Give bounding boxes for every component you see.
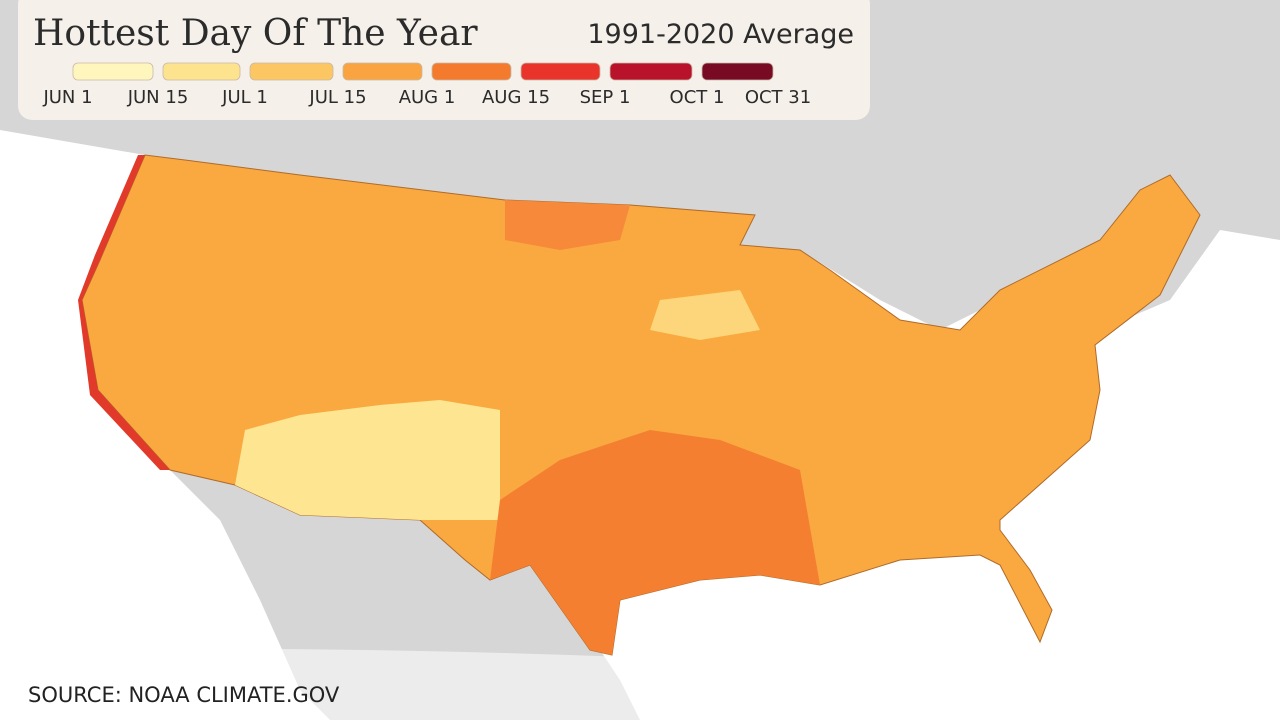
legend-swatch: [609, 62, 693, 81]
north-dakota-late: [505, 200, 630, 250]
legend-panel: [18, 0, 870, 120]
subtitle: 1991-2020 Average: [587, 19, 854, 50]
source: SOURCE: NOAA CLIMATE.GOV: [28, 683, 340, 707]
legend-label: JUL 15: [308, 87, 366, 108]
legend-label: JUN 15: [127, 87, 189, 108]
legend-swatch: [72, 62, 154, 81]
legend-label: OCT 31: [745, 87, 811, 108]
legend-swatch: [249, 62, 334, 81]
legend-label: JUN 1: [42, 87, 92, 108]
legend-label: SEP 1: [580, 87, 631, 108]
legend-label: AUG 1: [399, 87, 456, 108]
legend-swatch: [520, 62, 601, 81]
legend-swatch: [342, 62, 423, 81]
south-late: [490, 430, 820, 655]
legend-swatch: [701, 62, 774, 81]
legend-swatch: [431, 62, 512, 81]
title: Hottest Day Of The Year: [33, 13, 478, 54]
southwest-early: [235, 400, 500, 520]
usa: [81, 154, 1201, 656]
legend-label: JUL 1: [221, 87, 268, 108]
plains-early: [650, 290, 760, 340]
legend-label: AUG 15: [482, 87, 550, 108]
source-backdrop: [0, 648, 1280, 720]
legend-label: OCT 1: [670, 87, 725, 108]
legend-swatch: [162, 62, 241, 81]
legend: Hottest Day Of The Year 1991-2020 Averag…: [18, 0, 870, 120]
